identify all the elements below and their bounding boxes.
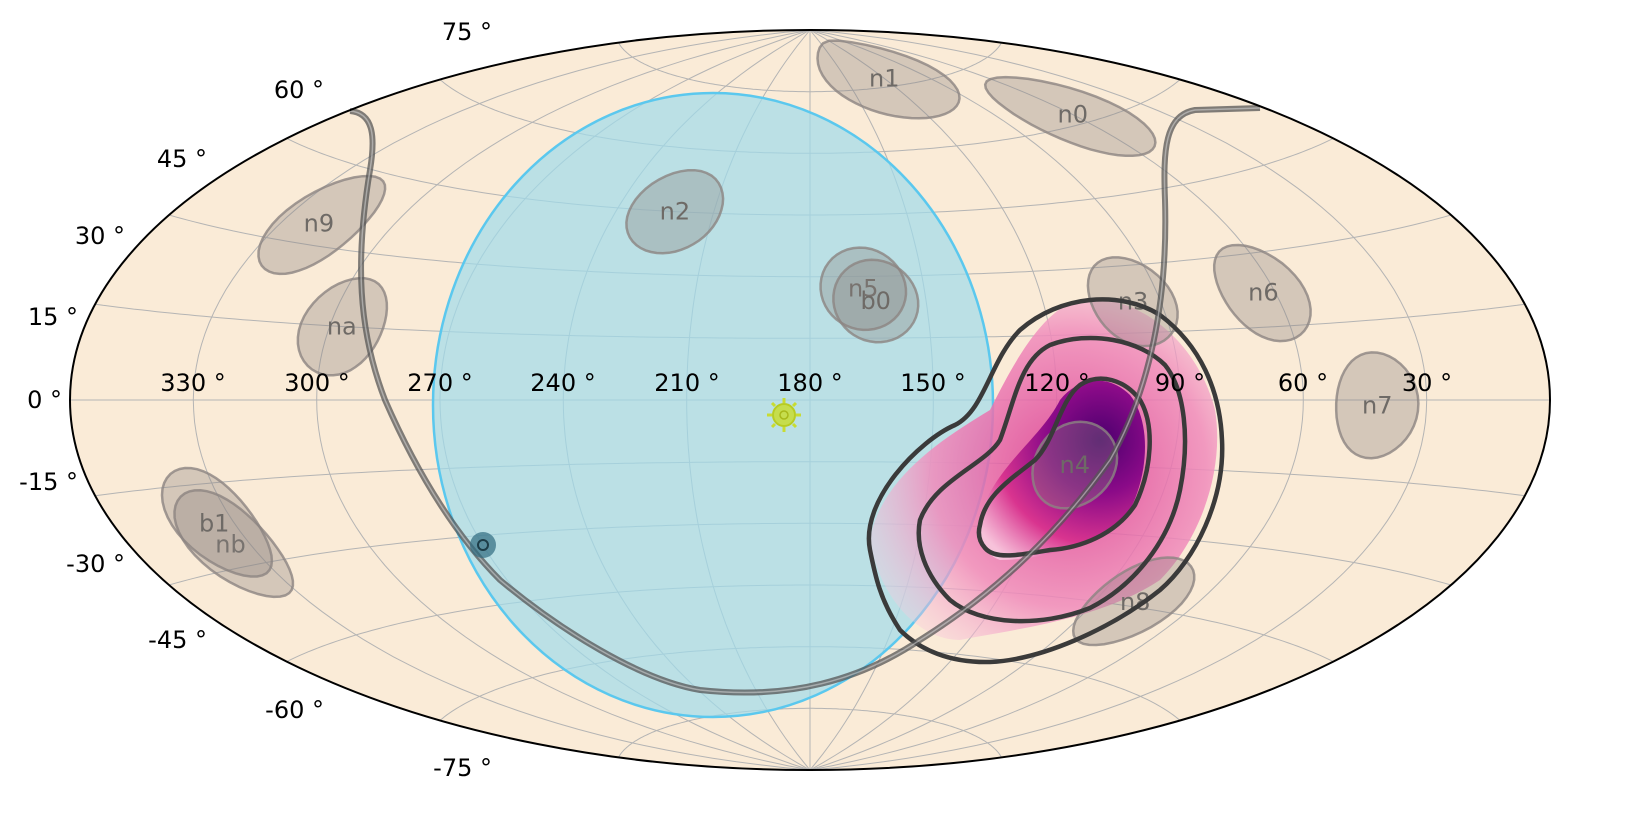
lon-label-270: 270 ° xyxy=(407,369,472,397)
lon-label-210: 210 ° xyxy=(654,369,719,397)
lat-label-minus15: -15 ° xyxy=(19,468,78,496)
detector-label: na xyxy=(327,312,357,340)
lat-label-minus45: -45 ° xyxy=(148,626,207,654)
detector-label: n1 xyxy=(869,64,899,92)
lat-label-15: 15 ° xyxy=(28,303,78,331)
detector-label: b0 xyxy=(860,287,891,315)
lon-label-150: 150 ° xyxy=(900,369,965,397)
lon-label-90: 90 ° xyxy=(1155,369,1205,397)
detector-label: b1 xyxy=(199,509,230,537)
lon-label-300: 300 ° xyxy=(284,369,349,397)
detector-label: n2 xyxy=(660,198,690,226)
lat-label-30: 30 ° xyxy=(75,222,125,250)
lon-label-30: 30 ° xyxy=(1402,369,1452,397)
lon-label-330: 330 ° xyxy=(160,369,225,397)
lat-label-75: 75 ° xyxy=(442,18,492,46)
lat-label-0: 0 ° xyxy=(27,386,62,414)
lat-label-60: 60 ° xyxy=(274,76,324,104)
detector-label: n4 xyxy=(1060,451,1090,479)
lon-label-60: 60 ° xyxy=(1278,369,1328,397)
lon-label-180: 180 ° xyxy=(777,369,842,397)
lon-label-240: 240 ° xyxy=(530,369,595,397)
lat-label-45: 45 ° xyxy=(157,145,207,173)
sun-icon xyxy=(767,398,801,432)
lat-label-minus60: -60 ° xyxy=(265,696,324,724)
lat-label-minus30: -30 ° xyxy=(66,550,125,578)
detector-label: n7 xyxy=(1362,391,1392,419)
lat-label-minus75: -75 ° xyxy=(433,754,492,782)
lon-label-120: 120 ° xyxy=(1024,369,1089,397)
detector-label: n0 xyxy=(1058,101,1088,129)
detector-label: n9 xyxy=(304,210,334,238)
galactic-center-marker xyxy=(470,532,496,558)
detector-label: n6 xyxy=(1248,279,1278,307)
